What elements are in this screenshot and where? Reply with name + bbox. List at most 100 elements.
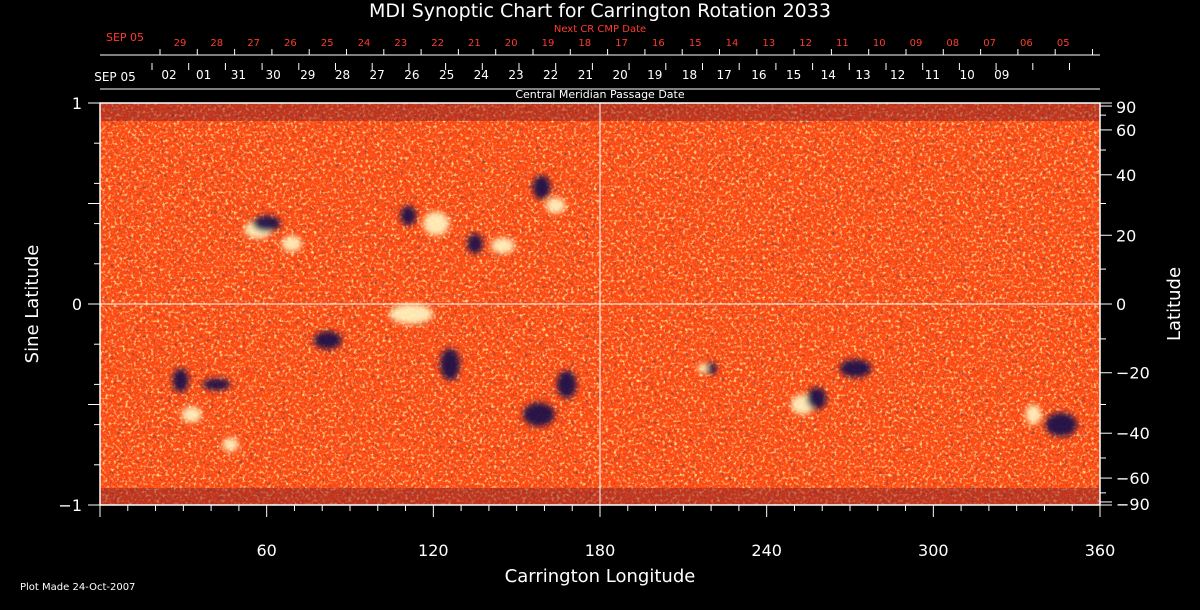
next-cmp-date-label-14: 15 — [689, 38, 702, 49]
next-cmp-date-label-19: 10 — [873, 38, 886, 49]
cmp-date-label-3: 30 — [265, 68, 280, 82]
cmp-date-label-22: 11 — [925, 68, 940, 82]
x-tick-label-120: 120 — [418, 541, 449, 560]
cmp-date-label-9: 24 — [474, 68, 489, 82]
next-cmp-axis-label: Next CR CMP Date — [554, 24, 646, 35]
next-cmp-date-label-13: 16 — [652, 38, 665, 49]
negative-flux-region-5 — [467, 233, 483, 254]
left-tick-label: 1 — [72, 94, 82, 113]
right-tick-label-0: 0 — [1116, 295, 1126, 314]
negative-flux-region-7 — [532, 175, 551, 200]
negative-flux-region-18 — [705, 362, 718, 375]
negative-flux-region-3 — [400, 205, 417, 226]
next-cmp-date-label-16: 13 — [762, 38, 775, 49]
cmp-date-label-6: 27 — [370, 68, 385, 82]
right-tick-label-60: 60 — [1116, 121, 1136, 140]
cmp-axis-label: Central Meridian Passage Date — [515, 88, 684, 101]
next-cmp-date-label-18: 11 — [836, 38, 849, 49]
negative-flux-region-16 — [522, 402, 555, 427]
cmp-date-label-8: 25 — [439, 68, 454, 82]
positive-flux-region-10 — [181, 406, 202, 423]
negative-flux-region-21 — [806, 387, 827, 410]
cmp-date-label-16: 17 — [717, 68, 732, 82]
right-axis-ticks: 90 60 40 20 0 −20 −40 −60 −90 — [1100, 98, 1150, 514]
cmp-date-label-21: 12 — [890, 68, 905, 82]
next-cmp-date-label-11: 18 — [578, 38, 591, 49]
magnetogram-image — [100, 103, 1100, 505]
next-cmp-date-label-22: 07 — [983, 38, 996, 49]
cmp-date-label-4: 29 — [300, 68, 315, 82]
right-tick-label--90: −90 — [1116, 495, 1150, 514]
cmp-tick-group: 02 01 31 30 29 28 27 26 25 24 23 22 21 20 19 18 17 16 15 14… — [151, 63, 1070, 82]
cmp-date-label-7: 26 — [404, 68, 419, 82]
cmp-date-label-13: 20 — [612, 68, 627, 82]
positive-flux-region-6 — [490, 237, 515, 254]
cmp-date-label-12: 21 — [578, 68, 593, 82]
next-cmp-date-label-21: 08 — [946, 38, 959, 49]
cmp-date-label-0: 02 — [161, 68, 176, 82]
right-tick-label--40: −40 — [1116, 424, 1150, 443]
cmp-date-label-2: 31 — [231, 68, 246, 82]
next-cmp-date-label-6: 23 — [394, 38, 407, 49]
cmp-date-label-20: 13 — [855, 68, 870, 82]
x-tick-label-360: 360 — [1085, 541, 1116, 560]
x-axis-ticks: 60 120 180 240 300 360 — [99, 505, 1116, 560]
next-cmp-date-label-4: 25 — [321, 38, 334, 49]
next-cmp-date-label-12: 17 — [615, 38, 628, 49]
cmp-date-label-10: 23 — [508, 68, 523, 82]
negative-flux-region-13 — [313, 331, 342, 350]
y-axis-label-left: Sine Latitude — [22, 245, 43, 364]
negative-flux-region-1 — [252, 215, 281, 232]
positive-flux-region-8 — [545, 197, 566, 214]
next-cmp-date-label-5: 24 — [358, 38, 371, 49]
cmp-date-label-23: 10 — [959, 68, 974, 82]
chart-title: MDI Synoptic Chart for Carrington Rotati… — [369, 0, 831, 22]
next-cmp-tick-group: 29 28 27 26 25 24 23 22 21 20 19 18 17 16 15 14 13 12 11 10… — [159, 38, 1093, 55]
plot-made-note: Plot Made 24-Oct-2007 — [20, 582, 135, 593]
cmp-date-label-5: 28 — [335, 68, 350, 82]
left-axis-ticks: 1 0 −1 — [58, 94, 100, 515]
next-cmp-date-label-20: 09 — [910, 38, 923, 49]
right-tick-label--60: −60 — [1116, 469, 1150, 488]
negative-flux-region-24 — [1045, 412, 1078, 437]
next-cmp-date-label-10: 19 — [542, 38, 555, 49]
positive-flux-region-19 — [697, 363, 708, 374]
next-cmp-date-label-15: 14 — [726, 38, 739, 49]
right-tick-label-40: 40 — [1116, 166, 1136, 185]
cmp-date-label-15: 18 — [682, 68, 697, 82]
next-cmp-date-label-1: 28 — [210, 38, 223, 49]
x-tick-label-60: 60 — [256, 541, 276, 560]
next-cmp-date-label-7: 22 — [431, 38, 444, 49]
right-tick-label-90: 90 — [1116, 98, 1136, 117]
positive-flux-region-12 — [222, 437, 239, 452]
next-cmp-date-label-2: 27 — [247, 38, 260, 49]
cmp-date-label-11: 22 — [543, 68, 558, 82]
x-axis-label: Carrington Longitude — [505, 566, 696, 587]
next-cmp-date-label-17: 12 — [799, 38, 812, 49]
positive-flux-region-2 — [281, 235, 302, 252]
positive-flux-region-14 — [389, 304, 434, 325]
negative-flux-region-15 — [440, 348, 460, 381]
cmp-date-label-24: 09 — [994, 68, 1009, 82]
negative-flux-region-22 — [839, 359, 872, 378]
left-tick-label: −1 — [58, 496, 82, 515]
cmp-date-label-17: 16 — [751, 68, 766, 82]
next-cmp-date-label-0: 29 — [174, 38, 187, 49]
positive-flux-region-4 — [423, 211, 450, 236]
x-tick-label-300: 300 — [918, 541, 949, 560]
cmp-first-label: SEP 05 — [94, 70, 136, 84]
cmp-date-label-18: 15 — [786, 68, 801, 82]
x-tick-label-180: 180 — [585, 541, 616, 560]
right-tick-label--20: −20 — [1116, 364, 1150, 383]
right-tick-label-20: 20 — [1116, 226, 1136, 245]
negative-flux-region-9 — [172, 368, 189, 393]
next-cmp-date-label-23: 06 — [1020, 38, 1033, 49]
next-cmp-date-label-3: 26 — [284, 38, 297, 49]
active-region-group — [172, 175, 1078, 452]
cmp-date-label-14: 19 — [647, 68, 662, 82]
cmp-date-label-1: 01 — [196, 68, 211, 82]
next-cmp-date-label-24: 05 — [1057, 38, 1070, 49]
y-axis-label-right: Latitude — [1164, 267, 1185, 341]
negative-flux-region-17 — [556, 370, 577, 399]
